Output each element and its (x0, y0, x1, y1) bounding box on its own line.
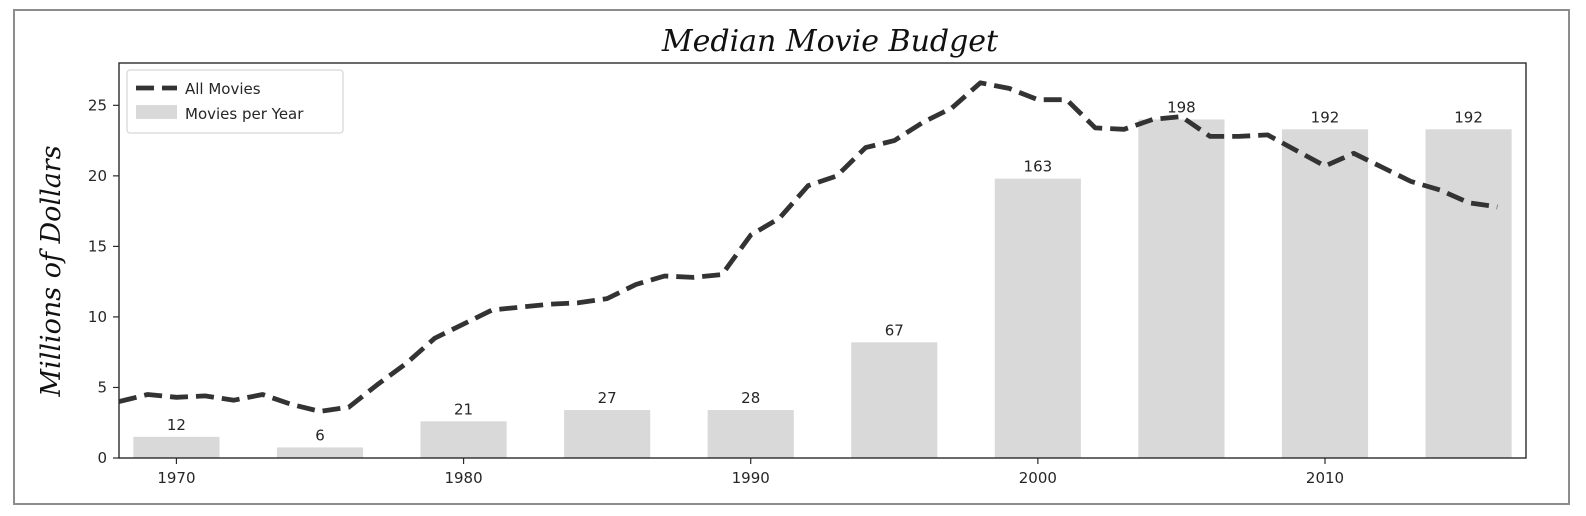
y-tick-label-25: 25 (88, 96, 107, 114)
chart-title: Median Movie Budget (661, 24, 999, 59)
bar-label-2015: 192 (1454, 108, 1483, 126)
x-tick-label-1970: 1970 (157, 469, 195, 487)
bar-2000 (994, 178, 1081, 458)
bar-2015 (1425, 129, 1512, 458)
y-tick-label-5: 5 (97, 378, 107, 396)
bars-layer (133, 119, 1512, 458)
series-line-all-movies (118, 80, 1498, 414)
plot-area-border (118, 62, 1527, 459)
bar-label-1995: 67 (885, 321, 904, 339)
legend-movies-per-year-swatch (136, 105, 177, 119)
bar-1975 (276, 447, 364, 458)
legend-box (126, 69, 344, 134)
bar-1980 (420, 421, 507, 458)
axes-layer (118, 62, 1527, 459)
bar-label-1975: 6 (315, 426, 325, 444)
bar-label-1985: 27 (598, 389, 617, 407)
bar-label-2005: 198 (1167, 98, 1196, 116)
bar-1995 (851, 342, 938, 458)
legend-movies-per-year-label: Movies per Year (185, 105, 304, 123)
y-tick-label-15: 15 (88, 237, 107, 255)
bar-labels-layer: 12 6 21 27 28 67 163 198 192 192 (167, 98, 1483, 444)
bar-1985 (564, 410, 651, 458)
x-ticks-layer: 1970 1980 1990 2000 2010 (157, 458, 1344, 487)
bar-label-1980: 21 (454, 400, 473, 418)
y-ticks-layer: 0 5 10 15 20 25 (88, 96, 119, 467)
bar-1970 (133, 436, 220, 458)
legend: All Movies Movies per Year (126, 69, 344, 134)
bar-label-2010: 192 (1311, 108, 1340, 126)
bar-2005 (1138, 119, 1225, 458)
x-tick-label-1980: 1980 (444, 469, 482, 487)
y-tick-label-20: 20 (88, 167, 107, 185)
y-axis-label: Millions of Dollars (36, 145, 67, 397)
bar-label-1970: 12 (167, 416, 186, 434)
bar-label-1990: 28 (741, 389, 760, 407)
y-tick-label-10: 10 (88, 308, 107, 326)
x-tick-label-1990: 1990 (732, 469, 770, 487)
x-tick-label-2000: 2000 (1019, 469, 1057, 487)
chart-svg: Median Movie Budget Millions of Dollars … (36, 24, 1527, 487)
legend-all-movies-label: All Movies (185, 80, 261, 98)
bar-label-2000: 163 (1024, 158, 1053, 176)
bar-2010 (1281, 129, 1369, 458)
chart-frame: Median Movie Budget Millions of Dollars … (13, 9, 1570, 505)
y-tick-label-0: 0 (97, 449, 107, 467)
x-tick-label-2010: 2010 (1306, 469, 1344, 487)
bar-1990 (707, 410, 794, 458)
